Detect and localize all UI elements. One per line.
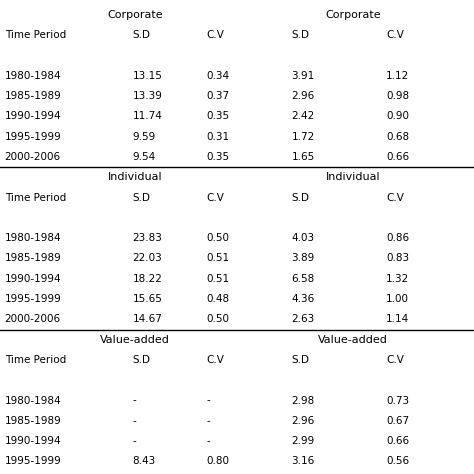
Text: 0.51: 0.51 [206, 254, 229, 264]
Text: 0.86: 0.86 [386, 233, 410, 243]
Text: 2000-2006: 2000-2006 [5, 314, 61, 324]
Text: S.D: S.D [292, 192, 310, 202]
Text: 2.99: 2.99 [292, 436, 315, 446]
Text: S.D: S.D [292, 355, 310, 365]
Text: 2.42: 2.42 [292, 111, 315, 121]
Text: 0.73: 0.73 [386, 396, 410, 406]
Text: 0.68: 0.68 [386, 132, 410, 142]
Text: C.V: C.V [386, 30, 404, 40]
Text: 1.65: 1.65 [292, 152, 315, 162]
Text: 1985-1989: 1985-1989 [5, 416, 62, 426]
Text: 2.96: 2.96 [292, 91, 315, 101]
Text: -: - [206, 396, 210, 406]
Text: S.D: S.D [133, 355, 151, 365]
Text: 13.15: 13.15 [133, 71, 163, 81]
Text: -: - [133, 416, 137, 426]
Text: 13.39: 13.39 [133, 91, 163, 101]
Text: 4.03: 4.03 [292, 233, 315, 243]
Text: 0.83: 0.83 [386, 254, 410, 264]
Text: C.V: C.V [206, 192, 224, 202]
Text: 1995-1999: 1995-1999 [5, 294, 62, 304]
Text: C.V: C.V [386, 192, 404, 202]
Text: 0.98: 0.98 [386, 91, 410, 101]
Text: 0.67: 0.67 [386, 416, 410, 426]
Text: 1990-1994: 1990-1994 [5, 111, 61, 121]
Text: 1.00: 1.00 [386, 294, 410, 304]
Text: 8.43: 8.43 [133, 456, 156, 466]
Text: Value-added: Value-added [100, 335, 170, 345]
Text: -: - [133, 436, 137, 446]
Text: Corporate: Corporate [107, 10, 163, 20]
Text: 0.31: 0.31 [206, 132, 229, 142]
Text: C.V: C.V [386, 355, 404, 365]
Text: 0.50: 0.50 [206, 314, 229, 324]
Text: 1985-1989: 1985-1989 [5, 91, 62, 101]
Text: 1990-1994: 1990-1994 [5, 436, 61, 446]
Text: 2.98: 2.98 [292, 396, 315, 406]
Text: 22.03: 22.03 [133, 254, 163, 264]
Text: 1980-1984: 1980-1984 [5, 396, 61, 406]
Text: 0.37: 0.37 [206, 91, 229, 101]
Text: 1995-1999: 1995-1999 [5, 132, 62, 142]
Text: 1985-1989: 1985-1989 [5, 254, 62, 264]
Text: 18.22: 18.22 [133, 274, 163, 284]
Text: 2000-2006: 2000-2006 [5, 152, 61, 162]
Text: -: - [206, 416, 210, 426]
Text: S.D: S.D [133, 30, 151, 40]
Text: 1995-1999: 1995-1999 [5, 456, 62, 466]
Text: 0.66: 0.66 [386, 436, 410, 446]
Text: 1.32: 1.32 [386, 274, 410, 284]
Text: 3.91: 3.91 [292, 71, 315, 81]
Text: 0.90: 0.90 [386, 111, 410, 121]
Text: 1980-1984: 1980-1984 [5, 233, 61, 243]
Text: 0.56: 0.56 [386, 456, 410, 466]
Text: 4.36: 4.36 [292, 294, 315, 304]
Text: 23.83: 23.83 [133, 233, 163, 243]
Text: 0.51: 0.51 [206, 274, 229, 284]
Text: 0.48: 0.48 [206, 294, 229, 304]
Text: Time Period: Time Period [5, 192, 66, 202]
Text: Individual: Individual [108, 172, 163, 182]
Text: 11.74: 11.74 [133, 111, 163, 121]
Text: 1980-1984: 1980-1984 [5, 71, 61, 81]
Text: 0.80: 0.80 [206, 456, 229, 466]
Text: C.V: C.V [206, 355, 224, 365]
Text: Corporate: Corporate [325, 10, 381, 20]
Text: 9.59: 9.59 [133, 132, 156, 142]
Text: 9.54: 9.54 [133, 152, 156, 162]
Text: 0.34: 0.34 [206, 71, 229, 81]
Text: -: - [206, 436, 210, 446]
Text: 15.65: 15.65 [133, 294, 163, 304]
Text: Time Period: Time Period [5, 355, 66, 365]
Text: 1.72: 1.72 [292, 132, 315, 142]
Text: S.D: S.D [133, 192, 151, 202]
Text: 0.35: 0.35 [206, 152, 229, 162]
Text: 0.50: 0.50 [206, 233, 229, 243]
Text: Time Period: Time Period [5, 30, 66, 40]
Text: 2.96: 2.96 [292, 416, 315, 426]
Text: 3.89: 3.89 [292, 254, 315, 264]
Text: 2.63: 2.63 [292, 314, 315, 324]
Text: 14.67: 14.67 [133, 314, 163, 324]
Text: 6.58: 6.58 [292, 274, 315, 284]
Text: Individual: Individual [326, 172, 381, 182]
Text: C.V: C.V [206, 30, 224, 40]
Text: 1.12: 1.12 [386, 71, 410, 81]
Text: 0.35: 0.35 [206, 111, 229, 121]
Text: 1.14: 1.14 [386, 314, 410, 324]
Text: S.D: S.D [292, 30, 310, 40]
Text: 1990-1994: 1990-1994 [5, 274, 61, 284]
Text: 3.16: 3.16 [292, 456, 315, 466]
Text: Value-added: Value-added [318, 335, 388, 345]
Text: -: - [133, 396, 137, 406]
Text: 0.66: 0.66 [386, 152, 410, 162]
